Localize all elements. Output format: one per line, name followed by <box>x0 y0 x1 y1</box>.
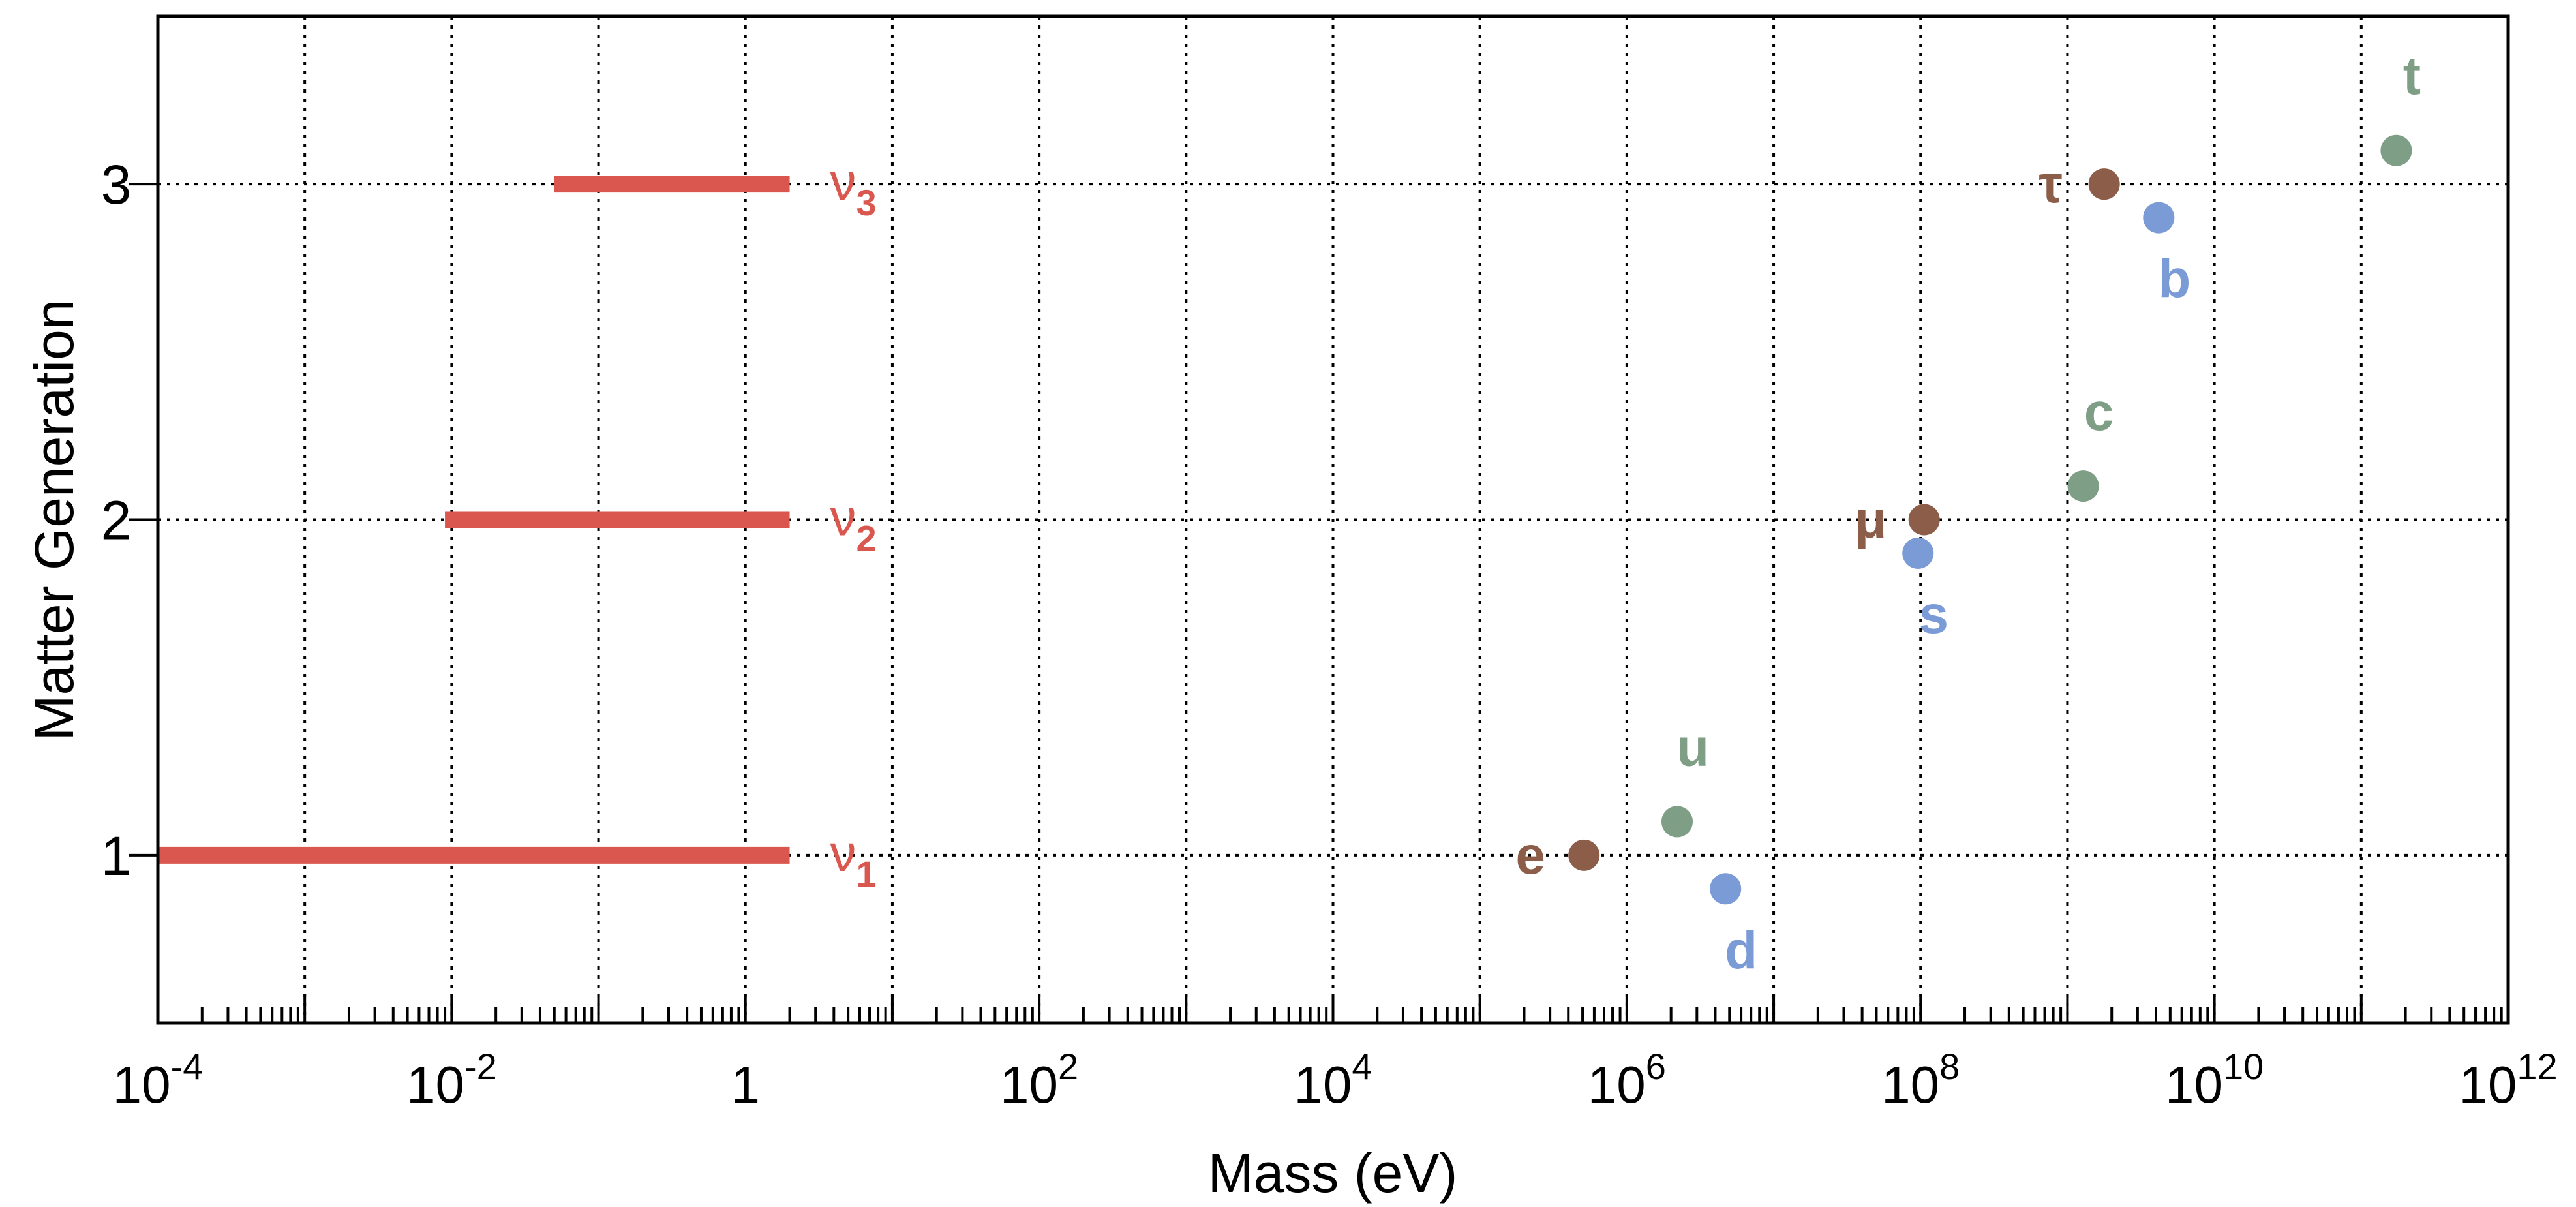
particle-label: μ <box>1855 491 1887 550</box>
particle-point <box>1710 873 1742 905</box>
particle-point <box>2143 202 2175 234</box>
y-tick-label: 2 <box>101 490 132 551</box>
label-layer: 10-4 10-2 1 102 104 106 108 1010 1012 1 2 3 ν1 ν2 ν3 e u… <box>101 47 2558 1114</box>
plot-frame <box>156 14 2510 1025</box>
particle-label: c <box>2084 382 2114 442</box>
particle-label: e <box>1515 826 1545 885</box>
particle-label: u <box>1676 718 1709 777</box>
particle-label: d <box>1725 921 1757 980</box>
neutrino-label: ν1 <box>830 824 877 894</box>
particle-label: t <box>2403 47 2421 106</box>
y-tick-label: 1 <box>101 825 132 887</box>
particle-point <box>1568 839 1600 871</box>
neutrino-label: ν2 <box>830 489 877 559</box>
particle-label: b <box>2158 250 2190 309</box>
x-tick-label: 1012 <box>2459 1046 2557 1114</box>
x-tick-label: 1 <box>731 1056 761 1114</box>
particle-point <box>2380 134 2412 166</box>
series-layer <box>158 134 2412 905</box>
neutrino-label: ν3 <box>830 153 877 223</box>
particle-point <box>1908 504 1940 536</box>
y-axis-label: Matter Generation <box>23 299 85 741</box>
particle-label: s <box>1918 585 1948 645</box>
particle-point <box>2088 168 2120 200</box>
x-tick-label: 108 <box>1881 1046 1960 1114</box>
particle-point <box>1661 806 1693 838</box>
y-tick-label: 3 <box>101 154 132 215</box>
x-tick-label: 104 <box>1294 1046 1372 1114</box>
particle-point <box>2067 470 2099 502</box>
x-tick-label: 10-2 <box>406 1046 497 1114</box>
x-tick-label: 1010 <box>2165 1046 2264 1114</box>
particle-label: τ <box>2038 155 2063 214</box>
tick-layer <box>129 183 2503 1023</box>
x-tick-label: 10-4 <box>113 1046 204 1114</box>
x-tick-label: 102 <box>1000 1046 1078 1114</box>
x-tick-label: 106 <box>1588 1046 1666 1114</box>
x-axis-label: Mass (eV) <box>1208 1142 1458 1204</box>
particle-point <box>1902 537 1934 569</box>
